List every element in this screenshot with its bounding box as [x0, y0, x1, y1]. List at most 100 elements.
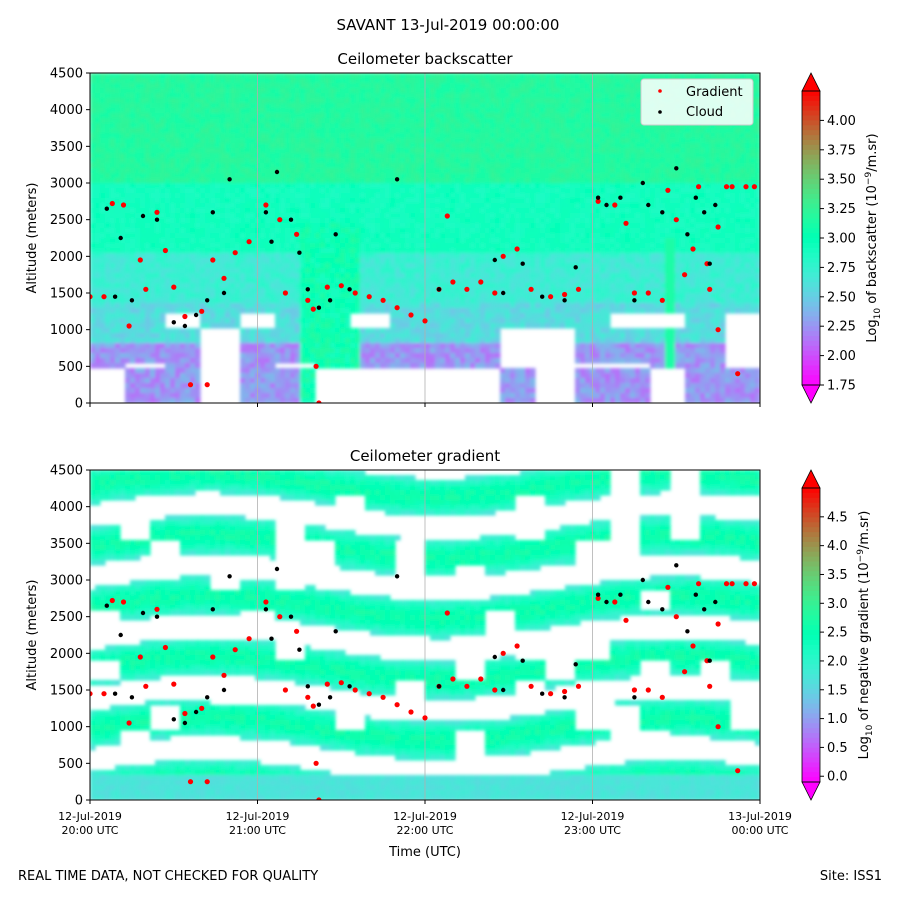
cloud-point: [227, 177, 232, 182]
gradient-point: [612, 599, 618, 605]
gradient-point: [751, 184, 758, 190]
colorbar-segment: [802, 698, 820, 705]
colorbar-segment: [802, 762, 820, 768]
cloud-point: [713, 202, 718, 208]
gradient-point: [682, 272, 688, 278]
colorbar-segment: [802, 360, 820, 366]
y-tick-label: 3500: [50, 140, 83, 155]
gradient-point: [696, 184, 702, 190]
colorbar-segment: [802, 277, 820, 283]
legend-marker-cloud: [658, 110, 662, 114]
colorbar-segment: [802, 561, 820, 567]
colorbar-tick-label: 3.25: [827, 202, 856, 217]
y-tick-label: 1000: [50, 720, 83, 735]
colorbar-segment: [802, 213, 820, 219]
cloud-point: [327, 298, 333, 303]
gradient-point: [380, 297, 386, 303]
gradient-point: [154, 209, 160, 215]
gradient-point: [246, 636, 252, 642]
cloud-point: [118, 235, 123, 241]
colorbar-segment: [802, 703, 820, 710]
gradient-point: [120, 599, 127, 605]
gradient-point: [324, 681, 330, 687]
cloud-point: [604, 599, 609, 605]
colorbar-tick-label: 2.5: [827, 626, 848, 641]
colorbar-extend-max: [801, 469, 821, 489]
gradient-point: [450, 279, 456, 285]
colorbar-segment: [802, 767, 820, 773]
cloud-point: [333, 232, 338, 237]
cloud-point: [227, 574, 232, 579]
backscatter-title: Ceilometer backscatter: [337, 50, 513, 68]
gradient-point: [246, 239, 252, 245]
cloud-point: [193, 312, 199, 318]
gradient-point: [263, 202, 269, 208]
gradient-point: [500, 253, 506, 259]
gradient-point: [101, 294, 107, 300]
y-tick-label: 0: [75, 794, 83, 809]
colorbar-segment: [802, 630, 820, 636]
backscatter-point-series: [90, 166, 758, 403]
colorbar-segment: [802, 242, 820, 249]
gradient-title: Ceilometer gradient: [350, 447, 500, 465]
backscatter-colorbar-label: Log10 of backscatter (10−9/m.sr): [864, 133, 883, 342]
backscatter-colorbar: 1.75 2.00 2.25 2.50 2.75 3.00 3.25 3.50 3.75 4.00: [801, 72, 856, 404]
colorbar-segment: [802, 742, 820, 749]
cloud-point: [297, 250, 302, 255]
gradient-point: [690, 246, 696, 252]
cloud-point: [210, 607, 215, 612]
colorbar-segment: [802, 345, 820, 352]
cloud-point: [702, 210, 707, 215]
colorbar-segment: [802, 571, 820, 577]
colorbar-segment: [802, 198, 820, 205]
colorbar-segment: [802, 625, 820, 631]
cloud-point: [171, 717, 176, 722]
gradient-point: [492, 687, 498, 693]
gradient-point: [101, 691, 107, 697]
colorbar-segment: [802, 512, 820, 518]
cloud-point: [288, 217, 294, 222]
legend-label-gradient: Gradient: [686, 85, 743, 100]
colorbar-segment: [802, 684, 820, 690]
gradient-point: [263, 599, 269, 605]
colorbar-tick-label: 3.5: [827, 568, 848, 583]
colorbar-frame: [801, 487, 821, 783]
y-tick-label: 2000: [50, 647, 83, 662]
cloud-point: [713, 599, 718, 605]
gradient-point: [464, 683, 470, 689]
colorbar-segment: [802, 679, 820, 685]
cloud-point: [305, 684, 310, 689]
colorbar-segment: [802, 693, 820, 700]
gradient-point: [162, 644, 168, 651]
cloud-point: [674, 563, 679, 568]
colorbar-segment: [802, 164, 820, 170]
gradient-point: [221, 672, 227, 678]
gradient-point: [199, 705, 205, 711]
gradient-point: [338, 680, 344, 686]
gradient-point: [154, 606, 160, 612]
gradient-point: [743, 184, 749, 190]
colorbar-segment: [802, 184, 820, 190]
y-tick-label: 3500: [50, 537, 83, 552]
legend: Gradient Cloud: [640, 78, 754, 126]
colorbar-segment: [802, 169, 820, 175]
gradient-point: [210, 654, 216, 660]
cloud-point: [707, 658, 712, 663]
gradient-point: [562, 688, 568, 695]
gradient-point: [707, 286, 713, 292]
gradient-point: [595, 595, 601, 601]
gradient-point: [528, 683, 534, 689]
gradient-point: [394, 305, 400, 311]
cloud-point: [693, 195, 698, 200]
y-tick-label: 1500: [50, 287, 83, 302]
gradient-point: [137, 257, 143, 263]
colorbar-segment: [802, 355, 820, 362]
gradient-point: [715, 327, 721, 333]
gradient-point: [305, 694, 311, 700]
cloud-point: [210, 210, 215, 215]
cloud-point: [436, 684, 442, 689]
colorbar-tick-label: 0.5: [827, 741, 848, 756]
gradient-point: [751, 581, 758, 587]
gradient-point: [450, 676, 456, 682]
